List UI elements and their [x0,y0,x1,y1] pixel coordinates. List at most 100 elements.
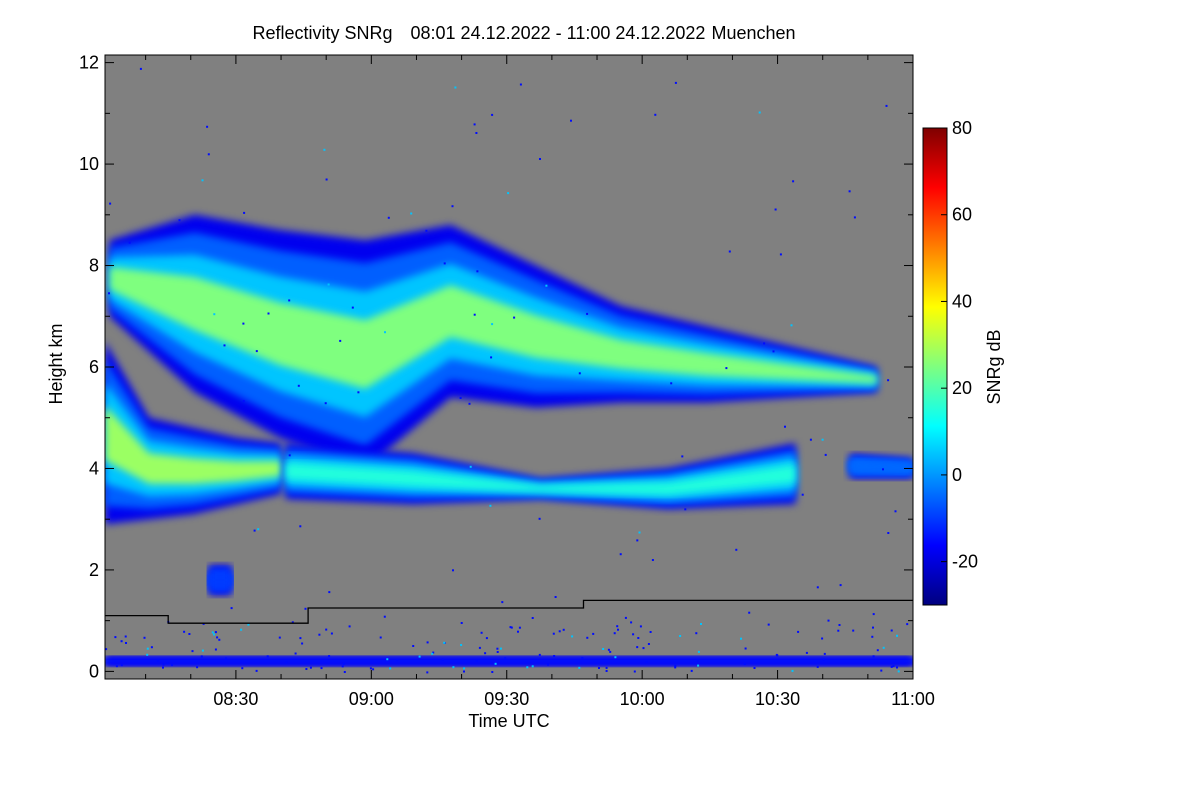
noise-speckle [491,671,494,673]
colorbar-label: SNRg dB [984,329,1004,404]
noise-speckle [823,652,826,655]
noise-speckle [156,659,159,662]
noise-speckle [779,253,782,256]
noise-speckle [578,372,581,375]
noise-speckle [351,306,354,309]
noise-speckle [743,663,746,665]
noise-speckle [744,647,747,650]
noise-speckle [853,216,856,219]
noise-speckle [509,626,512,629]
noise-speckle [697,664,700,667]
noise-speckle [774,208,777,211]
noise-speckle [684,508,687,511]
colorbar-tick-label: 20 [952,378,972,398]
noise-speckle [827,619,830,622]
noise-speckle [526,666,529,669]
noise-speckle [162,663,165,666]
noise-speckle [443,641,446,644]
x-tick-label: 10:30 [755,689,800,709]
noise-speckle [475,132,478,134]
noise-speckle [485,637,488,640]
noise-speckle [476,270,479,273]
noise-speckle [496,651,499,653]
noise-speckle [469,465,472,468]
y-tick-label: 6 [89,357,99,377]
noise-speckle [463,667,466,670]
noise-speckle [872,655,875,658]
noise-speckle [211,631,214,634]
step-line [105,599,913,624]
noise-speckle [651,559,654,561]
noise-speckle [735,548,738,551]
x-tick-label: 08:30 [213,689,258,709]
noise-speckle [674,666,677,669]
noise-speckle [632,633,635,636]
noise-speckle [288,299,291,302]
noise-speckle [379,636,382,639]
colorbar-ticks: -20 0 20 40 60 80 [941,118,978,572]
x-tick-label: 09:00 [349,689,394,709]
noise-speckle [824,453,827,456]
noise-speckle [674,81,677,84]
noise-speckle [547,663,549,666]
noise-speckle [291,621,294,624]
noise-speckle [772,350,775,353]
noise-speckle [383,615,386,618]
noise-speckle [323,148,326,151]
noise-speckle [753,667,756,669]
noise-speckle [871,635,874,638]
x-tick-label: 10:00 [620,689,665,709]
noise-speckle [642,647,645,650]
noise-speckle [598,667,600,669]
noise-speckle [805,651,808,654]
noise-speckle [696,659,699,662]
noise-speckle [320,667,323,670]
noise-speckle [763,342,766,345]
noise-speckle [491,113,494,116]
noise-speckle [166,662,169,665]
noise-speckle [499,647,502,650]
noise-speckle [468,402,471,405]
cloud-layer-band [105,659,913,663]
noise-speckle [463,670,465,673]
noise-speckle [410,212,413,215]
noise-speckle [513,316,516,319]
noise-speckle [630,621,633,624]
noise-speckle [441,658,444,661]
noise-speckle [790,324,793,327]
noise-speckle [146,653,149,656]
cloud-layer [849,453,913,479]
noise-speckle [124,635,127,638]
noise-speckle [143,636,146,639]
noise-speckle [809,438,812,441]
y-tick-label: 4 [89,458,99,478]
noise-speckle [475,659,478,662]
noise-speckle [852,629,855,632]
y-axis-label: Height km [46,323,66,404]
noise-speckle [605,666,608,669]
noise-speckle [369,667,372,670]
cloud-layer [208,564,232,596]
noise-speckle [426,641,429,644]
noise-speckle [109,202,112,205]
x-tick-label: 11:00 [891,689,935,709]
noise-speckle [649,631,652,633]
noise-speckle [108,292,110,295]
noise-speckle [700,623,702,625]
noise-speckle [638,531,641,534]
noise-speckle [213,633,216,636]
noise-speckle [490,356,493,359]
noise-speckle [690,669,693,672]
noise-speckle [240,628,243,631]
noise-speckle [206,125,209,128]
noise-speckle [645,661,648,664]
noise-speckle [624,616,627,619]
cloud-layer [285,443,796,509]
noise-speckle [531,665,534,668]
noise-speckle [431,652,434,655]
noise-speckle [285,661,288,664]
noise-speckle [639,625,642,628]
noise-speckle [496,647,499,650]
noise-speckle [216,636,219,639]
